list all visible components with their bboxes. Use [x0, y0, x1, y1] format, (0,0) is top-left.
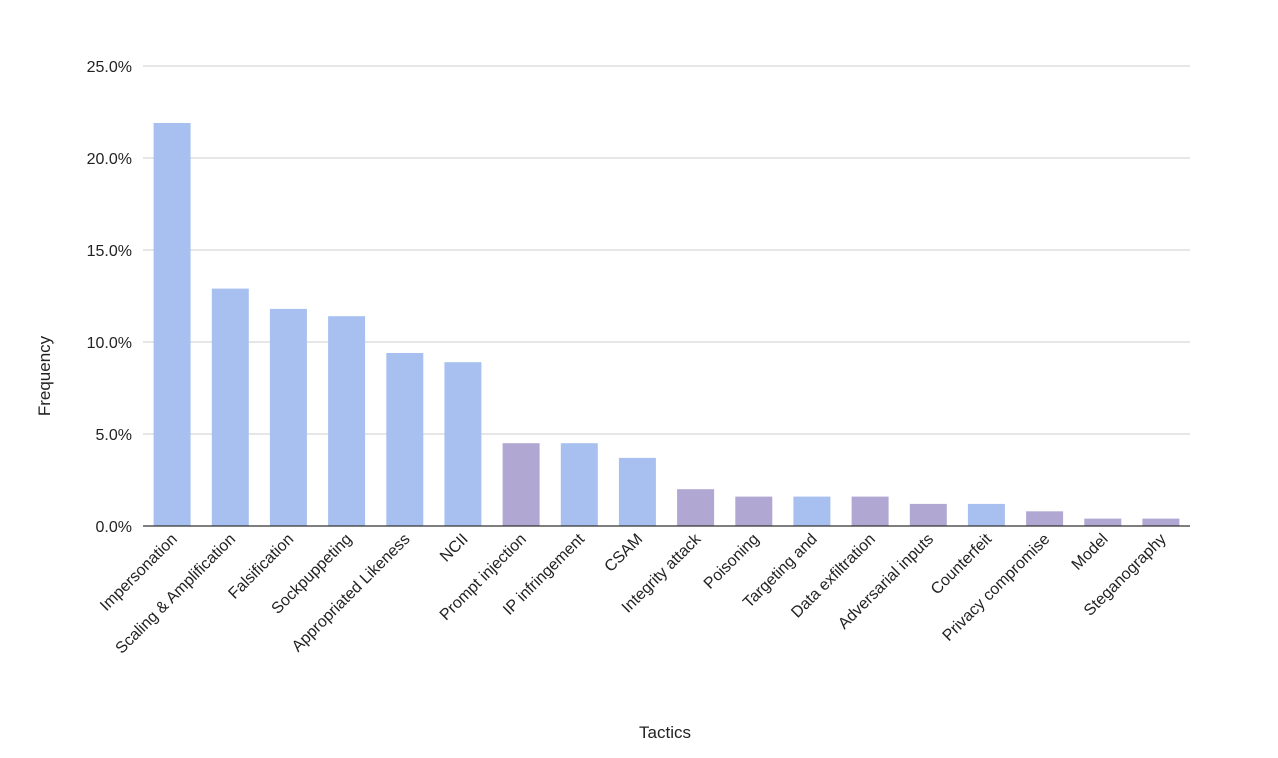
bar — [386, 353, 424, 526]
y-tick-label: 20.0% — [87, 151, 132, 168]
x-category-label: Appropriated Likeness — [289, 531, 414, 656]
y-tick-label: 10.0% — [87, 335, 132, 352]
bar — [677, 489, 715, 526]
x-category-label: NCII — [437, 531, 472, 566]
x-category-label: CSAM — [602, 531, 647, 576]
x-category-label: Model — [1069, 531, 1112, 574]
bar — [909, 503, 947, 526]
bar — [1084, 518, 1122, 526]
gridlines — [143, 65, 1190, 435]
bar — [793, 496, 831, 526]
bars — [153, 123, 1180, 526]
x-category-label: Privacy compromise — [940, 531, 1054, 645]
y-tick-label: 25.0% — [87, 59, 132, 76]
bar — [211, 288, 249, 526]
y-axis-ticks: 0.0% 5.0% 10.0% 15.0% 20.0% 25.0% — [87, 59, 132, 536]
x-category-label: Poisoning — [701, 531, 763, 593]
bar — [967, 503, 1005, 526]
bar — [560, 443, 598, 526]
bar — [269, 308, 307, 526]
bar — [1142, 518, 1180, 526]
bar — [618, 457, 656, 526]
bar — [851, 496, 889, 526]
bar — [502, 443, 540, 526]
x-axis-title: Tactics — [639, 723, 691, 742]
bar — [1026, 511, 1064, 526]
y-tick-label: 5.0% — [96, 427, 132, 444]
y-tick-label: 0.0% — [96, 519, 132, 536]
bar — [328, 316, 366, 526]
y-axis-title: Frequency — [35, 335, 54, 416]
x-category-label: Scaling & Amplification — [113, 531, 239, 657]
bar — [153, 123, 191, 526]
bar — [444, 362, 482, 526]
bar — [735, 496, 773, 526]
y-tick-label: 15.0% — [87, 243, 132, 260]
